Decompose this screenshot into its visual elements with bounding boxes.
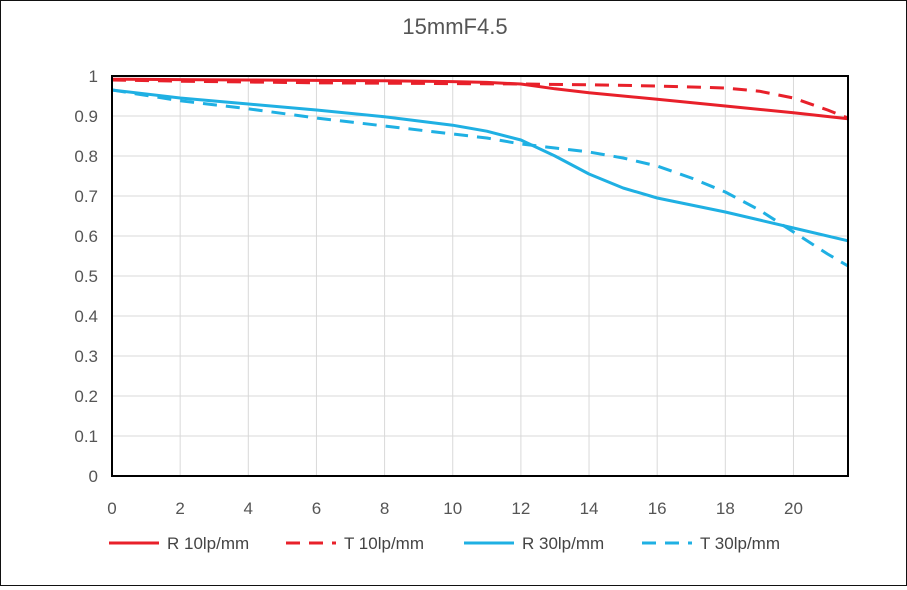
x-tick-label: 16 [648, 499, 667, 518]
y-tick-label: 0.9 [74, 107, 98, 126]
x-tick-label: 12 [511, 499, 530, 518]
x-tick-label: 2 [175, 499, 184, 518]
legend-label: R 30lp/mm [522, 534, 604, 553]
plot-area-border [111, 75, 849, 477]
chart-title: 15mmF4.5 [402, 14, 507, 39]
legend: R 10lp/mm T 10lp/mm R 30lp/mm T 30lp/mm [109, 534, 780, 553]
x-tick-label: 18 [716, 499, 735, 518]
x-tick-label: 8 [380, 499, 389, 518]
y-tick-label: 1 [89, 67, 98, 86]
legend-label: R 10lp/mm [167, 534, 249, 553]
x-tick-label: 10 [443, 499, 462, 518]
series-line-4 [111, 88, 849, 268]
legend-label: T 10lp/mm [344, 534, 424, 553]
x-tick-label: 20 [784, 499, 803, 518]
x-tick-label: 4 [244, 499, 253, 518]
series-line-2 [111, 78, 849, 120]
y-tick-label: 0 [89, 467, 98, 486]
y-tick-label: 0.1 [74, 427, 98, 446]
series-lines [111, 77, 849, 268]
x-tick-label: 0 [107, 499, 116, 518]
y-tick-label: 0.7 [74, 187, 98, 206]
y-tick-label: 0.5 [74, 267, 98, 286]
x-tick-label: 6 [312, 499, 321, 518]
y-tick-label: 0.6 [74, 227, 98, 246]
axis-tick-labels: 00.10.20.30.40.50.60.70.80.910 2 4 6 8 10 12 14… [74, 67, 803, 518]
y-tick-label: 0.2 [74, 387, 98, 406]
legend-label: T 30lp/mm [700, 534, 780, 553]
y-tick-label: 0.4 [74, 307, 98, 326]
x-tick-label: 14 [580, 499, 599, 518]
y-tick-label: 0.3 [74, 347, 98, 366]
y-tick-label: 0.8 [74, 147, 98, 166]
series-line-3 [111, 88, 849, 243]
